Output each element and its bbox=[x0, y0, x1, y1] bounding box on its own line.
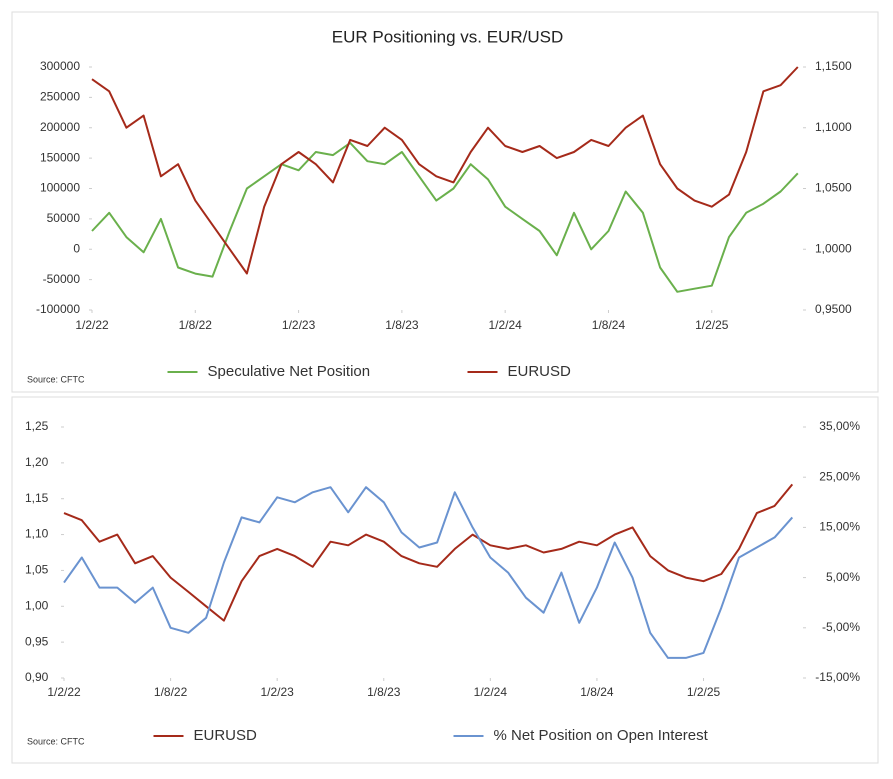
source-note: Source: CFTC bbox=[27, 736, 85, 746]
x-tick-label: 1/8/22 bbox=[179, 318, 213, 332]
x-tick-label: 1/8/24 bbox=[592, 318, 626, 332]
legend-label: EURUSD bbox=[508, 363, 572, 380]
y2-tick-label: 35,00% bbox=[819, 419, 860, 433]
y2-tick-label: 25,00% bbox=[819, 469, 860, 483]
y2-tick-label: 0,9500 bbox=[815, 302, 852, 316]
y-tick-label: 250000 bbox=[40, 90, 80, 104]
x-tick-label: 1/2/22 bbox=[75, 318, 109, 332]
x-tick-label: 1/2/23 bbox=[282, 318, 316, 332]
x-tick-label: 1/2/23 bbox=[260, 685, 294, 699]
series-line bbox=[91, 141, 799, 293]
y-tick-label: 1,05 bbox=[25, 563, 49, 577]
chart-title: EUR Positioning vs. EUR/USD bbox=[332, 27, 563, 46]
y2-tick-label: -5,00% bbox=[822, 620, 860, 634]
x-tick-label: 1/8/24 bbox=[580, 685, 614, 699]
y2-tick-label: 5,00% bbox=[826, 570, 860, 584]
y-tick-label: 0 bbox=[73, 241, 80, 255]
x-tick-label: 1/2/25 bbox=[695, 318, 729, 332]
series-line bbox=[91, 66, 799, 275]
x-tick-label: 1/2/22 bbox=[47, 685, 81, 699]
legend-label: % Net Position on Open Interest bbox=[494, 727, 709, 744]
y2-tick-label: -15,00% bbox=[815, 670, 860, 684]
y2-tick-label: 1,1000 bbox=[815, 120, 852, 134]
y-tick-label: 200000 bbox=[40, 120, 80, 134]
y2-tick-label: 1,0500 bbox=[815, 181, 852, 195]
x-tick-label: 1/2/24 bbox=[474, 685, 508, 699]
x-tick-label: 1/8/23 bbox=[367, 685, 401, 699]
legend-label: EURUSD bbox=[194, 727, 258, 744]
y-tick-label: 1,25 bbox=[25, 419, 49, 433]
y2-tick-label: 1,1500 bbox=[815, 59, 852, 73]
panel-frame bbox=[11, 396, 879, 764]
y-tick-label: 50000 bbox=[47, 211, 81, 225]
legend-label: Speculative Net Position bbox=[208, 363, 371, 380]
series-line bbox=[63, 486, 794, 659]
y-tick-label: -100000 bbox=[36, 302, 80, 316]
source-note: Source: CFTC bbox=[27, 374, 85, 384]
y-tick-label: 1,00 bbox=[25, 598, 49, 612]
series-line bbox=[63, 483, 794, 622]
panel-frame bbox=[11, 11, 879, 393]
x-tick-label: 1/8/22 bbox=[154, 685, 188, 699]
x-tick-label: 1/2/24 bbox=[488, 318, 522, 332]
y-tick-label: 1,10 bbox=[25, 527, 49, 541]
y2-tick-label: 15,00% bbox=[819, 520, 860, 534]
y-tick-label: -50000 bbox=[43, 272, 81, 286]
y-tick-label: 1,15 bbox=[25, 491, 49, 505]
y2-tick-label: 1,0000 bbox=[815, 241, 852, 255]
y-tick-label: 0,95 bbox=[25, 634, 49, 648]
y-tick-label: 300000 bbox=[40, 59, 80, 73]
y-tick-label: 100000 bbox=[40, 181, 80, 195]
y-tick-label: 150000 bbox=[40, 150, 80, 164]
x-tick-label: 1/2/25 bbox=[687, 685, 721, 699]
x-tick-label: 1/8/23 bbox=[385, 318, 419, 332]
y-tick-label: 0,90 bbox=[25, 670, 49, 684]
y-tick-label: 1,20 bbox=[25, 455, 49, 469]
